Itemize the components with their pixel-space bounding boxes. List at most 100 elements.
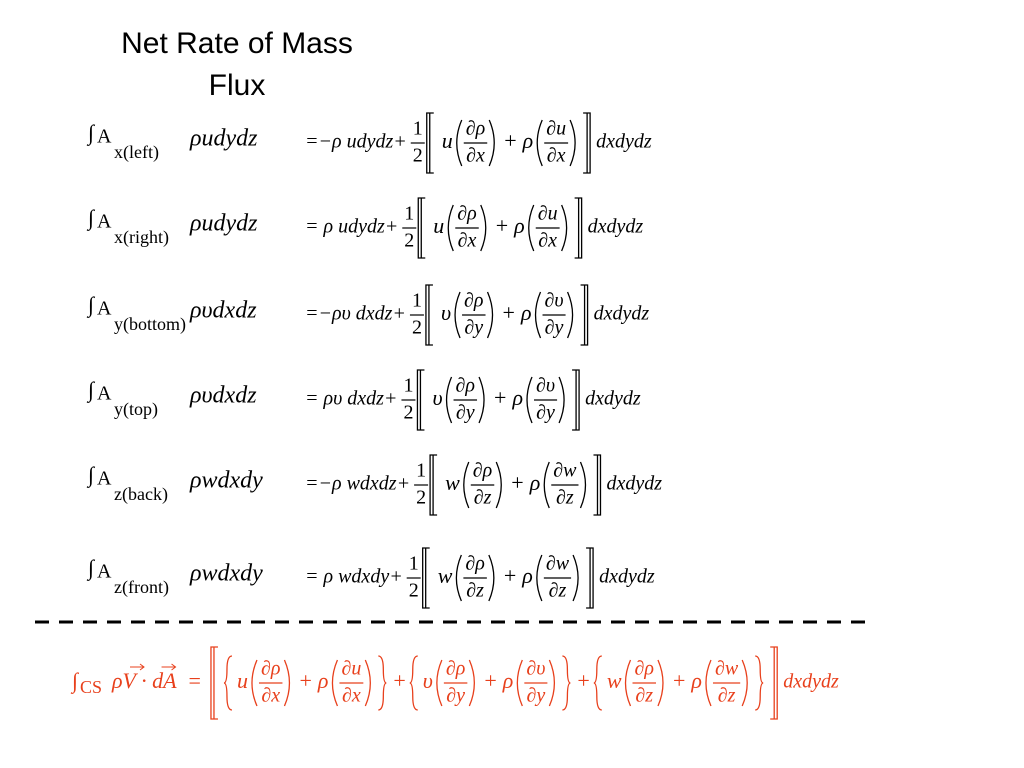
parenthesis: [561, 204, 568, 252]
numerator: ∂ρ: [261, 658, 280, 680]
math-text: u: [433, 213, 444, 238]
numerator: ∂ρ: [446, 658, 465, 680]
math-text: z(back): [114, 484, 168, 505]
math-text: =−ρ udydz+: [305, 131, 407, 153]
math-text: dxdydz: [783, 671, 839, 693]
math-text: =: [189, 668, 201, 693]
bracket: [422, 547, 430, 609]
parenthesis: [579, 461, 587, 509]
parenthesis: [657, 659, 664, 707]
denominator: ∂z: [549, 580, 567, 602]
math-text: +: [577, 668, 589, 693]
math-text: A: [97, 126, 112, 148]
math-text: w: [445, 470, 460, 495]
bracket: [770, 646, 778, 720]
math-text: A: [97, 383, 112, 405]
denominator: ∂z: [635, 685, 653, 707]
denominator: 2: [404, 230, 414, 252]
math-text: +: [496, 213, 508, 238]
denominator: ∂x: [261, 685, 280, 707]
math-text: = ρυ dxdz+: [305, 388, 397, 410]
denominator: ∂x: [538, 230, 557, 252]
denominator: ∂x: [342, 685, 361, 707]
parenthesis: [488, 554, 495, 602]
math-text: u: [442, 128, 453, 153]
math-text: ∫: [86, 555, 96, 581]
math-text: CS: [80, 677, 102, 697]
brace: [409, 655, 418, 711]
math-text: +: [503, 300, 515, 325]
math-text: ∫: [70, 668, 80, 694]
numerator: ∂ρ: [457, 203, 476, 225]
numerator: 1: [416, 460, 426, 482]
math-text: dxdydz: [596, 131, 652, 153]
denominator: ∂y: [526, 685, 545, 707]
parenthesis: [543, 461, 550, 509]
parenthesis: [331, 659, 339, 707]
parenthesis: [495, 461, 502, 509]
parenthesis: [478, 376, 485, 424]
bracket: [572, 369, 580, 431]
brace: [378, 655, 387, 711]
math-text: ρ: [513, 213, 525, 238]
bracket: [429, 454, 438, 516]
denominator: ∂y: [545, 317, 564, 339]
math-text: ρ: [690, 668, 702, 693]
parenthesis: [445, 376, 453, 424]
math-text: ρ: [317, 668, 329, 693]
math-text: +: [511, 470, 523, 495]
math-text: = ρ udydz+: [305, 216, 398, 238]
denominator: ∂y: [536, 402, 555, 424]
math-text: +: [504, 128, 516, 153]
denominator: ∂y: [456, 402, 475, 424]
math-text: ρudydz: [189, 126, 258, 152]
math-text: dxdydz: [588, 216, 644, 238]
math-text: +: [673, 668, 685, 693]
title-line: Net Rate of Mass: [121, 27, 353, 60]
numerator: ∂υ: [536, 375, 555, 397]
bracket: [586, 547, 594, 609]
denominator: ∂y: [464, 317, 483, 339]
numerator: 1: [404, 203, 414, 225]
bracket: [583, 112, 591, 174]
vector-arrow: [161, 663, 177, 671]
math-text: u: [237, 668, 248, 693]
numerator: ∂υ: [526, 658, 545, 680]
parenthesis: [283, 659, 291, 707]
denominator: 2: [403, 402, 413, 424]
math-text: =−ρ wdxdz+: [305, 473, 410, 495]
denominator: 2: [416, 487, 426, 509]
parenthesis: [488, 119, 495, 167]
numerator: 1: [403, 375, 413, 397]
math-text: =−ρυ dxdz+: [305, 303, 406, 325]
parenthesis: [528, 204, 535, 252]
numerator: 1: [412, 290, 422, 312]
math-text: ρV · dA: [111, 668, 177, 693]
math-text: υ: [441, 300, 451, 325]
math-text: ρ: [521, 563, 533, 588]
math-text: ρ: [529, 470, 541, 495]
denominator: 2: [409, 580, 419, 602]
math-text: A: [97, 298, 112, 320]
bracket: [580, 284, 589, 346]
bracket: [426, 112, 434, 174]
math-text: dxdydz: [606, 473, 662, 495]
math-text: A: [97, 468, 112, 490]
math-text: +: [299, 668, 311, 693]
math-text: dxdydz: [599, 566, 655, 588]
math-text: w: [607, 668, 622, 693]
parenthesis: [572, 554, 579, 602]
math-text: ∫: [86, 120, 96, 146]
parenthesis: [436, 659, 443, 707]
math-text: ρυdxdz: [189, 383, 257, 409]
math-text: ρυdxdz: [189, 298, 257, 324]
math-text: +: [393, 668, 405, 693]
denominator: ∂z: [556, 487, 574, 509]
math-text: ρudydz: [189, 211, 258, 237]
brace: [223, 655, 233, 711]
math-text: ρ: [511, 385, 523, 410]
math-text: ρwdxdy: [189, 561, 263, 587]
math-text: υ: [432, 385, 442, 410]
math-text: +: [504, 563, 516, 588]
